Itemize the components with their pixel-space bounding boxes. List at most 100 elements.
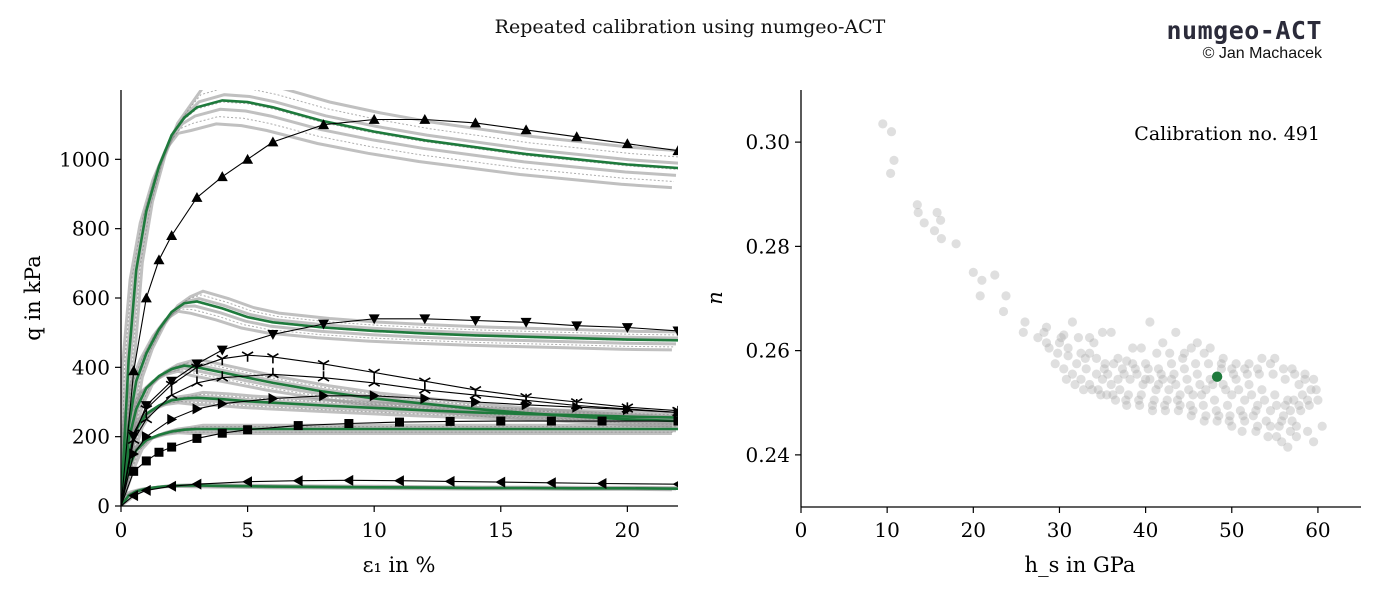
experiment-marker — [268, 393, 279, 405]
experiment-marker — [128, 365, 140, 376]
calibration-point — [1280, 400, 1290, 410]
calibration-point — [1277, 416, 1287, 426]
right-y-axis-label: n — [703, 291, 727, 305]
calibration-point — [1211, 406, 1221, 416]
calibration-point — [1294, 379, 1304, 390]
right-x-tick-label: 0 — [795, 518, 808, 542]
right-x-tick-label: 40 — [1133, 518, 1158, 542]
figure-title: Repeated calibration using numgeo-ACT — [494, 16, 886, 38]
left-y-tick-label: 200 — [72, 425, 110, 449]
calibration-point — [1108, 390, 1118, 400]
calibration-point — [1225, 411, 1235, 421]
left-x-tick-label: 15 — [488, 518, 513, 542]
left-y-tick-label: 400 — [72, 355, 110, 379]
ensemble-curve — [121, 116, 674, 506]
ensemble-curve — [121, 428, 678, 506]
experiment-marker — [596, 477, 607, 489]
calibration-point — [1265, 359, 1276, 369]
experiment-marker — [520, 124, 532, 135]
calibration-point — [1033, 333, 1043, 343]
calibration-point — [1158, 338, 1168, 348]
calibration-point — [1228, 369, 1239, 379]
ensemble-curve — [121, 431, 672, 506]
experiment-marker — [622, 404, 633, 416]
calibration-point — [1085, 379, 1095, 390]
calibration-annotation: Calibration no. 491 — [1134, 123, 1320, 145]
calibration-point — [1198, 400, 1208, 410]
calibration-point — [936, 215, 946, 225]
calibration-point — [1059, 364, 1069, 374]
ensemble-curve — [121, 101, 678, 506]
calibration-point — [1182, 374, 1192, 384]
experiment-marker — [621, 138, 633, 149]
calibration-point — [1317, 421, 1327, 431]
calibration-point — [1203, 359, 1214, 369]
left-y-tick-label: 800 — [72, 217, 110, 241]
calibration-point — [1179, 348, 1189, 358]
calibration-point — [1091, 369, 1102, 379]
calibration-point — [1209, 395, 1220, 405]
experiment-marker — [191, 363, 203, 374]
calibration-point — [1224, 416, 1234, 426]
calibration-point — [1303, 426, 1313, 436]
calibration-point — [1290, 369, 1300, 379]
calibration-point — [1227, 390, 1237, 400]
calibration-point — [1285, 406, 1295, 416]
experiment-marker — [419, 314, 431, 325]
calibration-point — [1122, 400, 1132, 410]
experiment-marker — [621, 323, 633, 333]
experiment-marker — [471, 396, 481, 408]
calibration-point — [1175, 400, 1185, 410]
experiment-line — [121, 479, 678, 506]
calibration-point — [1130, 364, 1140, 374]
left-y-tick-label: 600 — [72, 286, 110, 310]
experiment-marker — [368, 376, 381, 387]
experiment-marker — [521, 399, 532, 411]
calibration-point — [1173, 406, 1183, 416]
calibration-point — [1020, 317, 1030, 327]
experiment-series — [121, 390, 678, 506]
calibration-point — [1093, 385, 1103, 395]
experiment-marker — [520, 317, 532, 328]
left-x-tick-label: 0 — [115, 518, 128, 542]
calibration-point — [1106, 327, 1116, 337]
calibration-point — [1059, 330, 1069, 340]
experiment-marker — [241, 351, 254, 362]
calibration-point — [1257, 353, 1267, 363]
calibration-point — [1188, 406, 1198, 416]
calibration-point — [1110, 395, 1121, 405]
calibration-point — [1261, 416, 1271, 426]
calibration-point — [1073, 333, 1083, 343]
calibration-point — [1172, 395, 1183, 405]
experiment-marker — [469, 316, 481, 327]
experiment-marker — [140, 401, 152, 411]
calibration-point — [1186, 343, 1196, 353]
calibration-point — [1160, 406, 1170, 416]
experiment-marker — [216, 371, 229, 382]
experiment-marker — [154, 447, 164, 457]
calibration-point — [1265, 421, 1276, 431]
calibration-point — [1195, 379, 1205, 390]
experiment-series — [121, 113, 678, 506]
calibration-point — [1300, 374, 1310, 384]
calibration-point — [1156, 369, 1166, 379]
calibration-point — [1153, 364, 1164, 374]
calibration-point — [1085, 348, 1095, 358]
left-y-tick-label: 1000 — [59, 147, 110, 171]
calibration-point — [1096, 390, 1106, 400]
calibration-points — [878, 119, 1327, 452]
calibration-point — [1141, 359, 1151, 369]
calibration-point — [1138, 379, 1148, 390]
ensemble-curves — [121, 90, 678, 506]
calibration-point — [1257, 385, 1267, 395]
calibration-point — [929, 226, 940, 236]
ensemble-curve — [121, 90, 678, 506]
calibration-point — [1113, 374, 1123, 384]
experiment-line — [121, 354, 678, 506]
ensemble-curve — [121, 90, 678, 506]
experiment-marker — [672, 481, 678, 488]
calibration-point — [1280, 374, 1290, 384]
calibration-point — [1166, 359, 1177, 369]
calibration-point — [1050, 359, 1060, 369]
calibration-point — [1162, 395, 1172, 405]
